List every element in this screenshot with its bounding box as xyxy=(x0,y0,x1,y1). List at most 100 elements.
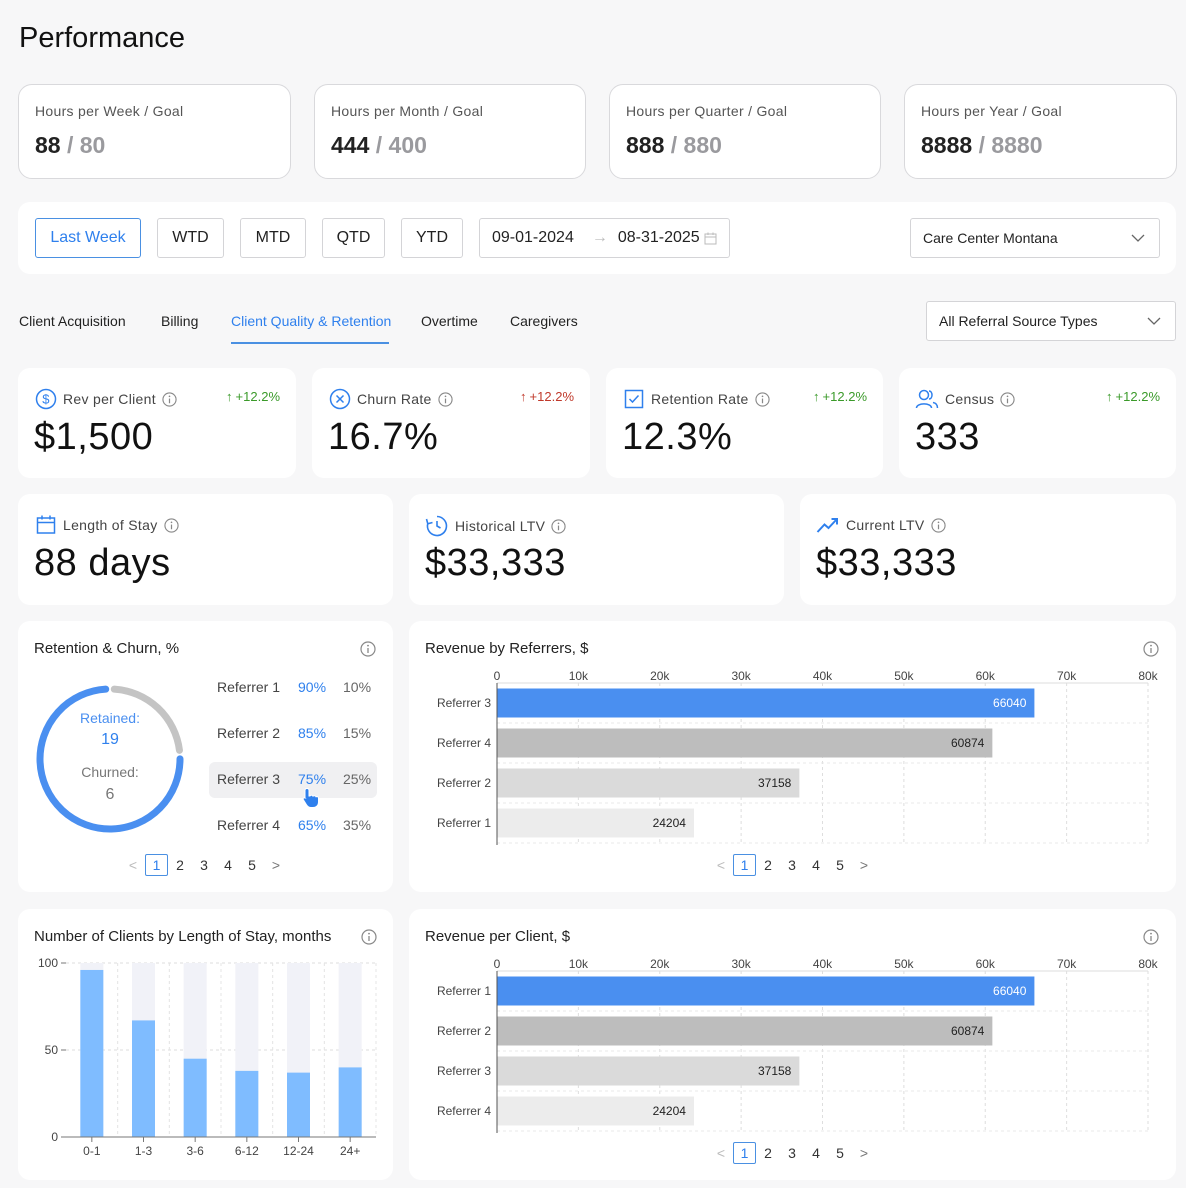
period-ytd-button[interactable]: YTD xyxy=(401,218,463,258)
page-button[interactable]: 1 xyxy=(733,854,756,876)
referrer-row[interactable]: Referrer 3 75% 25% xyxy=(209,762,377,808)
bar xyxy=(497,808,694,838)
revenue-by-referrers-card: Revenue by Referrers, $ 0 10k 20k 30k 40k 50k… xyxy=(409,621,1176,892)
goal-value: 444 / 400 xyxy=(331,132,427,158)
kpi-label-text: Rev per Client xyxy=(63,391,156,407)
goal-label: Hours per Year / Goal xyxy=(921,103,1062,119)
tab-overtime[interactable]: Overtime xyxy=(421,313,478,329)
chevron-left-icon[interactable]: < xyxy=(716,857,726,873)
kpi-card-length-of-stay: Length of Stay 88 days xyxy=(18,494,393,605)
referrer-retained: 65% xyxy=(298,817,327,833)
x-tick-label: 0 xyxy=(494,957,501,971)
location-select[interactable]: Care Center Montana xyxy=(910,218,1160,258)
info-icon[interactable] xyxy=(551,518,566,534)
info-icon[interactable] xyxy=(163,517,179,533)
tab-billing[interactable]: Billing xyxy=(161,313,199,329)
kpi-label-text: Retention Rate xyxy=(651,391,749,407)
card-title: Revenue per Client, $ xyxy=(425,928,571,945)
info-icon[interactable] xyxy=(1000,391,1015,407)
x-tick-label: 30k xyxy=(731,957,751,971)
chevron-left-icon[interactable]: < xyxy=(716,1145,726,1161)
pagination: < 1 2 3 4 5 > xyxy=(709,1142,876,1164)
referrer-name: Referrer 1 xyxy=(217,679,281,695)
pagination: < 1 2 3 4 5 > xyxy=(709,854,876,876)
clients-length-of-stay-card: Number of Clients by Length of Stay, mon… xyxy=(18,909,393,1180)
chevron-right-icon[interactable]: > xyxy=(859,857,869,873)
info-icon[interactable] xyxy=(754,391,770,407)
chevron-down-icon xyxy=(1147,317,1161,325)
x-tick-label: 0 xyxy=(494,669,501,683)
card-title: Retention & Churn, % xyxy=(34,640,180,657)
chevron-right-icon[interactable]: > xyxy=(271,857,281,873)
page-button[interactable]: 5 xyxy=(836,857,844,873)
kpi-card-historical-ltv: Historical LTV $33,333 xyxy=(409,494,784,605)
goal-value: 888 / 880 xyxy=(626,132,722,158)
x-tick-label: 10k xyxy=(569,669,589,683)
info-icon[interactable] xyxy=(1143,641,1159,657)
page-button[interactable]: 2 xyxy=(764,1145,772,1161)
info-icon[interactable] xyxy=(360,641,376,657)
x-tick-label: 80k xyxy=(1138,957,1158,971)
referrer-retained: 75% xyxy=(298,771,327,787)
page-button[interactable]: 1 xyxy=(733,1142,756,1164)
page-button[interactable]: 5 xyxy=(248,857,256,873)
active-tab-indicator xyxy=(231,342,389,344)
page-button[interactable]: 1 xyxy=(145,854,168,876)
page-button[interactable]: 2 xyxy=(764,857,772,873)
period-last-week-button[interactable]: Last Week xyxy=(35,218,141,258)
period-mtd-button[interactable]: MTD xyxy=(240,218,306,258)
period-wtd-button[interactable]: WTD xyxy=(157,218,224,258)
kpi-label-text: Census xyxy=(945,391,995,407)
bar-value-label: 37158 xyxy=(758,1064,792,1078)
referrer-row[interactable]: Referrer 4 65% 35% xyxy=(209,808,377,844)
goal-target: / 8880 xyxy=(978,132,1043,158)
kpi-delta: +12.2% xyxy=(822,389,867,404)
page-button[interactable]: 3 xyxy=(200,857,208,873)
date-range-picker[interactable]: 09-01-2024 → 08-31-2025 xyxy=(479,218,730,258)
bar xyxy=(235,1070,259,1137)
retained-value: 19 xyxy=(101,731,119,748)
page-button[interactable]: 5 xyxy=(836,1145,844,1161)
bar xyxy=(497,1056,800,1086)
bar xyxy=(497,1096,694,1126)
page-button[interactable]: 3 xyxy=(788,1145,796,1161)
page-button[interactable]: 3 xyxy=(788,857,796,873)
info-icon[interactable] xyxy=(361,929,377,945)
tab-client-quality-retention[interactable]: Client Quality & Retention xyxy=(231,313,392,329)
page-button[interactable]: 4 xyxy=(812,1145,820,1161)
info-icon[interactable] xyxy=(930,517,946,533)
info-icon[interactable] xyxy=(162,391,177,407)
tab-caregivers[interactable]: Caregivers xyxy=(510,313,578,329)
referrer-row[interactable]: Referrer 2 85% 15% xyxy=(209,716,377,752)
arrow-up-icon: ↑ xyxy=(520,389,527,404)
retention-churn-card: Retention & Churn, % Retained: 19 Churne… xyxy=(18,621,393,892)
revenue-per-client-chart: 0 10k 20k 30k 40k 50k 60k 70k 80k Referrer 1 66040… xyxy=(437,957,1159,1133)
chevron-right-icon[interactable]: > xyxy=(859,1145,869,1161)
referrer-row[interactable]: Referrer 1 90% 10% xyxy=(209,670,377,706)
calendar-icon[interactable] xyxy=(704,232,717,245)
checkbox-icon xyxy=(624,389,644,409)
x-tick-label: 12-24 xyxy=(283,1144,314,1158)
donut-churned-arc xyxy=(110,685,183,754)
kpi-card-churn-rate: Churn Rate ↑ +12.2% 16.7% xyxy=(312,368,590,478)
page-button[interactable]: 4 xyxy=(812,857,820,873)
goal-card-month: Hours per Month / Goal 444 / 400 xyxy=(314,84,586,179)
kpi-delta: +12.2% xyxy=(235,389,280,404)
y-tick-label: 0 xyxy=(51,1130,58,1144)
bar xyxy=(183,1058,207,1137)
page-button[interactable]: 2 xyxy=(176,857,184,873)
chevron-left-icon[interactable]: < xyxy=(128,857,138,873)
churned-label: Churned: xyxy=(81,764,139,780)
kpi-value: 333 xyxy=(915,416,980,458)
referral-source-select[interactable]: All Referral Source Types xyxy=(926,301,1176,341)
info-icon[interactable] xyxy=(437,391,453,407)
revenue-per-client-card: Revenue per Client, $ 0 10k 20k 30k 40k 50k 60… xyxy=(409,909,1176,1180)
info-icon[interactable] xyxy=(1143,929,1159,945)
kpi-delta: +12.2% xyxy=(529,389,574,404)
period-qtd-button[interactable]: QTD xyxy=(322,218,385,258)
tab-client-acquisition[interactable]: Client Acquisition xyxy=(19,313,126,329)
kpi-value: 88 days xyxy=(34,542,171,584)
page-button[interactable]: 4 xyxy=(224,857,232,873)
goal-value: 88 / 80 xyxy=(35,132,106,158)
goal-value: 8888 / 8880 xyxy=(921,132,1043,158)
